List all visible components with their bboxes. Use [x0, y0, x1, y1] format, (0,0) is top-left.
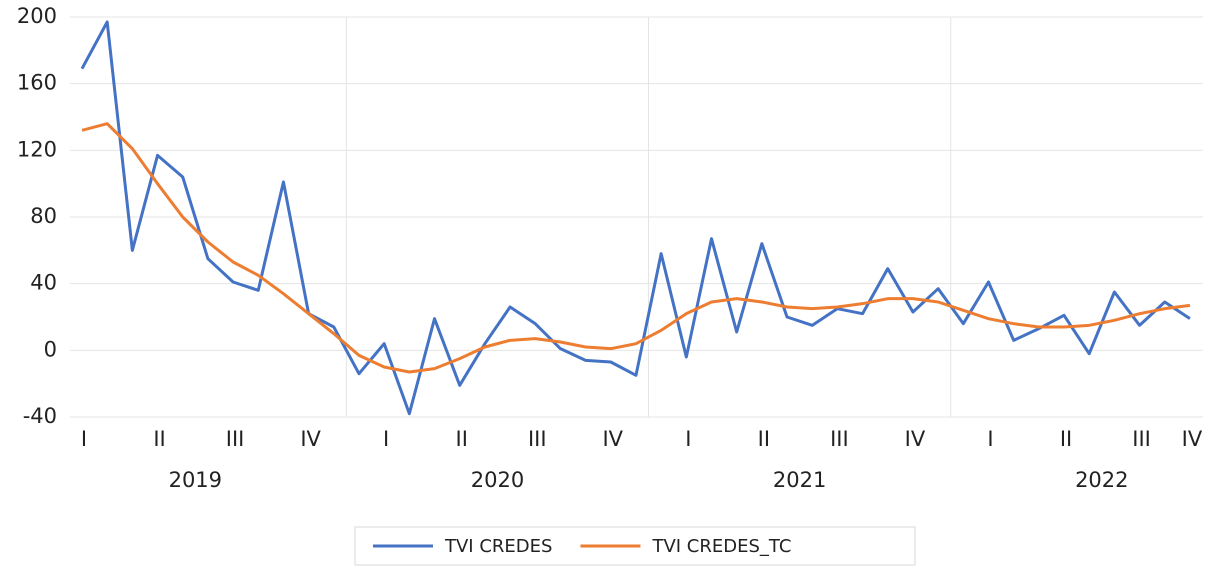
y-tick-label: 160	[17, 71, 57, 95]
x-tick-label: IV	[602, 427, 623, 451]
x-tick-label: I	[383, 427, 389, 451]
series-line	[80, 20, 1191, 416]
group-label: 2020	[471, 468, 524, 492]
y-tick-label: 200	[17, 4, 57, 28]
x-tick-label: II	[456, 427, 468, 451]
y-tick-label: -40	[23, 404, 57, 428]
y-tick-label: 120	[17, 137, 57, 161]
x-tick-label: I	[81, 427, 87, 451]
x-tick-label: II	[758, 427, 770, 451]
legend-label: TVI CREDES	[444, 536, 552, 557]
y-tick-label: 40	[30, 271, 57, 295]
legend-label: TVI CREDES_TC	[651, 536, 791, 557]
x-tick-label: IV	[1182, 427, 1203, 451]
y-tick-label: 0	[44, 337, 57, 361]
x-tick-label: I	[685, 427, 691, 451]
group-label: 2021	[773, 468, 826, 492]
group-label: 2022	[1075, 468, 1128, 492]
group-label: 2019	[169, 468, 222, 492]
x-tick-label: III	[1132, 427, 1151, 451]
x-tick-label: I	[987, 427, 993, 451]
x-tick-label: II	[1060, 427, 1072, 451]
x-tick-label: III	[830, 427, 849, 451]
x-tick-label: IV	[300, 427, 321, 451]
x-tick-label: IV	[905, 427, 926, 451]
x-tick-label: III	[528, 427, 547, 451]
series-line	[81, 122, 1191, 374]
x-tick-label: III	[226, 427, 245, 451]
x-tick-label: II	[153, 427, 165, 451]
y-tick-label: 80	[30, 204, 57, 228]
